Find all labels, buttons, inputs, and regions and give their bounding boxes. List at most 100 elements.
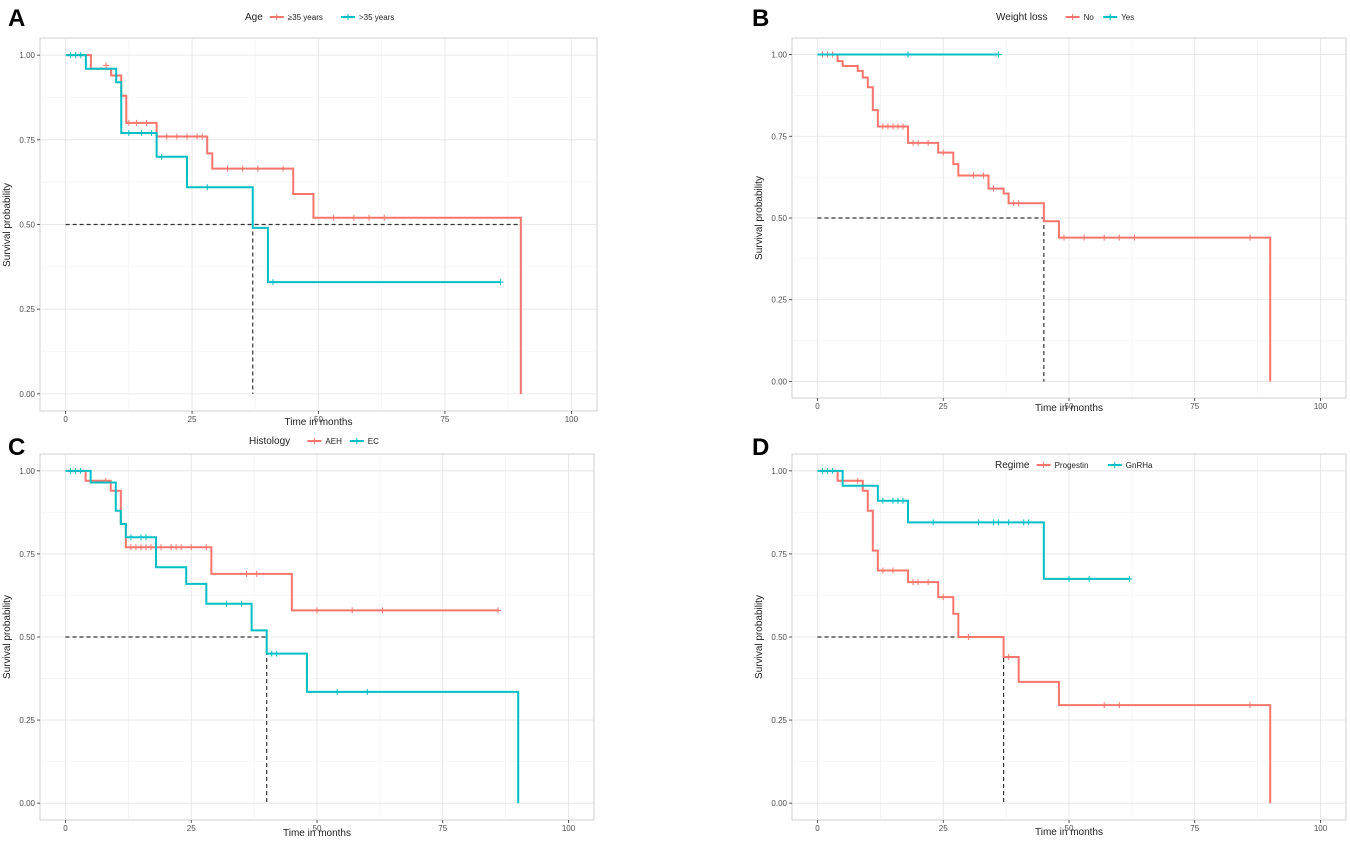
panel-a-xtick-label-25: 25 bbox=[188, 415, 197, 424]
panel-c-series-aeh-censor-mark bbox=[178, 544, 185, 551]
panel-c-ytick-label-3: 0.75 bbox=[19, 550, 35, 559]
panel-b-xtick-label-75: 75 bbox=[1190, 402, 1199, 411]
panel-d-series-progestin-censor-mark bbox=[910, 579, 917, 586]
panel-d-series-gnrha-censor-mark bbox=[995, 519, 1002, 526]
panel-a-series-35-years-censor-mark bbox=[138, 130, 145, 137]
panel-c-legend-title: Histology bbox=[249, 436, 290, 447]
panel-c-legend-item-1-label: AEH bbox=[325, 437, 342, 446]
panel-d-series-progestin-censor-mark bbox=[1116, 702, 1123, 709]
panel-d-series-progestin-curve bbox=[817, 469, 1272, 804]
panel-b-series-no-censor-mark bbox=[1101, 234, 1108, 241]
panel-a-letter: A bbox=[8, 5, 25, 32]
panel-a-legend-item-1-label: ≥35 years bbox=[288, 13, 323, 22]
panel-a-series-35-years-censor-mark bbox=[77, 52, 84, 59]
panel-d-xtick-label-0: 0 bbox=[815, 824, 820, 833]
panel-b-series-no-censor-mark bbox=[1010, 200, 1017, 207]
panel-a-series-35-years-censor-mark bbox=[103, 62, 110, 69]
panel-d-xtick-label-25: 25 bbox=[939, 824, 948, 833]
panel-a-ytick-label-1: 0.25 bbox=[19, 305, 35, 314]
panel-d-series-gnrha-censor-mark bbox=[1086, 575, 1093, 582]
panel-c-xtick-label-75: 75 bbox=[438, 824, 447, 833]
panel-c-series-aeh-censor-mark bbox=[188, 544, 195, 551]
panel-b-series-no-censor-mark bbox=[1131, 234, 1138, 241]
panel-a-legend: Age ≥35 years >35 years bbox=[245, 12, 394, 23]
panel-a-legend-title: Age bbox=[245, 12, 263, 23]
panel-c-series-aeh-censor-mark bbox=[253, 570, 260, 577]
panel-c-series-ec-censor-mark bbox=[273, 650, 280, 657]
panel-d-series-gnrha-censor-mark bbox=[930, 519, 937, 526]
panel-d-series-gnrha-censor-mark bbox=[889, 497, 896, 504]
panel-c-series-ec-curve bbox=[65, 469, 520, 804]
panel-c-series-aeh-censor-mark bbox=[314, 607, 320, 614]
panel-b-series-no-censor-mark bbox=[990, 185, 997, 192]
panel-b-ytick-label-4: 1.00 bbox=[771, 51, 787, 60]
panel-b-series-no-censor-mark bbox=[910, 139, 917, 146]
panel-d-series-progestin-censor-mark bbox=[889, 567, 896, 574]
panel-b-series-no-censor-mark bbox=[915, 139, 922, 146]
panel-c-legend-item-2-label: EC bbox=[368, 437, 379, 446]
panel-d-legend-title: Regime bbox=[995, 460, 1030, 471]
panel-d-ylabel: Survival probability bbox=[754, 595, 765, 679]
panel-d: 0 25 50 75 100 0.00 0.25 0.50 0.75 1.00 Time in mo… bbox=[752, 434, 1347, 838]
panel-c-xtick-label-25: 25 bbox=[187, 824, 196, 833]
panel-c: 0 25 50 75 100 0.00 0.25 0.50 0.75 1.00 Time in mo… bbox=[2, 434, 595, 839]
panel-b-xtick-label-50: 50 bbox=[1065, 402, 1074, 411]
panel-d-series-progestin-censor-mark bbox=[1101, 702, 1108, 709]
panel-b-ylabel: Survival probability bbox=[754, 176, 765, 260]
panel-c-series-aeh-censor-mark bbox=[158, 544, 165, 551]
panel-a-series-35-years-curve bbox=[65, 54, 501, 284]
panel-a-series-35-years-censor-mark bbox=[158, 153, 165, 160]
panel-d-series-gnrha-censor-mark bbox=[879, 497, 886, 504]
panel-a-xtick-label-0: 0 bbox=[63, 415, 68, 424]
panel-a-series-35-years-censor-mark bbox=[381, 214, 388, 221]
panel-a-series-35-years-censor-mark bbox=[269, 279, 276, 286]
panel-c-xlabel: Time in months bbox=[283, 828, 351, 839]
panel-d-series-gnrha-censor-mark bbox=[819, 467, 826, 474]
panel-a-series-35-years-censor-mark bbox=[125, 119, 132, 126]
panel-c-series-aeh-censor-mark bbox=[137, 544, 144, 551]
panel-a-series-35-years-censor-mark bbox=[366, 214, 373, 221]
panel-c-series-aeh-censor-mark bbox=[127, 544, 134, 551]
panel-c-xtick-label-0: 0 bbox=[63, 824, 68, 833]
panel-c-series-aeh-censor-mark bbox=[168, 544, 175, 551]
panel-a-series-35-years-censor-mark bbox=[239, 165, 246, 172]
panel-a-series-35-years-censor-mark bbox=[280, 165, 287, 172]
panel-d-legend-item-2-label: GnRHa bbox=[1126, 461, 1153, 470]
panel-a-series-35-years-censor-mark bbox=[194, 133, 201, 140]
panel-c-series-ec-censor-mark bbox=[142, 534, 149, 541]
panel-a-series-35-years-censor-mark bbox=[125, 130, 132, 137]
panel-a-series-35-years-censor-mark bbox=[204, 184, 211, 191]
panel-c-series-ec-censor-mark bbox=[127, 534, 134, 541]
panel-d-ytick-label-2: 0.50 bbox=[771, 633, 787, 642]
panel-d-ytick-label-1: 0.25 bbox=[771, 716, 787, 725]
panel-d-series-progestin-censor-mark bbox=[1247, 702, 1254, 709]
panel-b-ytick-label-2: 0.50 bbox=[771, 214, 787, 223]
panel-d-series-gnrha-censor-mark bbox=[1020, 519, 1027, 526]
panel-b-ytick-label-1: 0.25 bbox=[771, 296, 787, 305]
panel-d-xtick-label-100: 100 bbox=[1314, 824, 1328, 833]
panel-b-series-no-censor-mark bbox=[899, 123, 906, 130]
panel-b-series-no-censor-mark bbox=[889, 123, 896, 130]
panel-b-series-yes-censor-mark bbox=[995, 51, 1002, 58]
panel-d-series-gnrha-censor-mark bbox=[975, 519, 982, 526]
panel-b-ytick-label-0: 0.00 bbox=[771, 377, 787, 386]
panel-a-series-35-years-censor-mark bbox=[184, 133, 191, 140]
panel-a-series-35-years-censor-mark bbox=[224, 165, 231, 172]
panel-b-series-no-censor-mark bbox=[879, 123, 886, 130]
panel-d-series-progestin-censor-mark bbox=[965, 634, 972, 640]
panel-a-ytick-label-2: 0.50 bbox=[19, 221, 35, 230]
panel-a-xtick-label-75: 75 bbox=[440, 415, 449, 424]
panel-c-series-aeh-censor-mark bbox=[243, 570, 250, 577]
panel-d-series-progestin-censor-mark bbox=[915, 579, 922, 586]
panel-b-legend-item-2-label: Yes bbox=[1121, 13, 1134, 22]
panel-a-series-35-years-censor-mark bbox=[72, 52, 79, 59]
panel-b-letter: B bbox=[752, 5, 769, 32]
panel-c-series-aeh-censor-mark bbox=[142, 544, 149, 551]
panel-b-xtick-label-100: 100 bbox=[1314, 402, 1328, 411]
panel-b-legend: Weight loss No Yes bbox=[996, 12, 1134, 23]
panel-c-series-ec-censor-mark bbox=[364, 688, 371, 695]
panel-c-ytick-label-2: 0.50 bbox=[19, 633, 35, 642]
panel-d-ytick-label-0: 0.00 bbox=[771, 799, 787, 808]
panel-d-ytick-label-3: 0.75 bbox=[771, 550, 787, 559]
